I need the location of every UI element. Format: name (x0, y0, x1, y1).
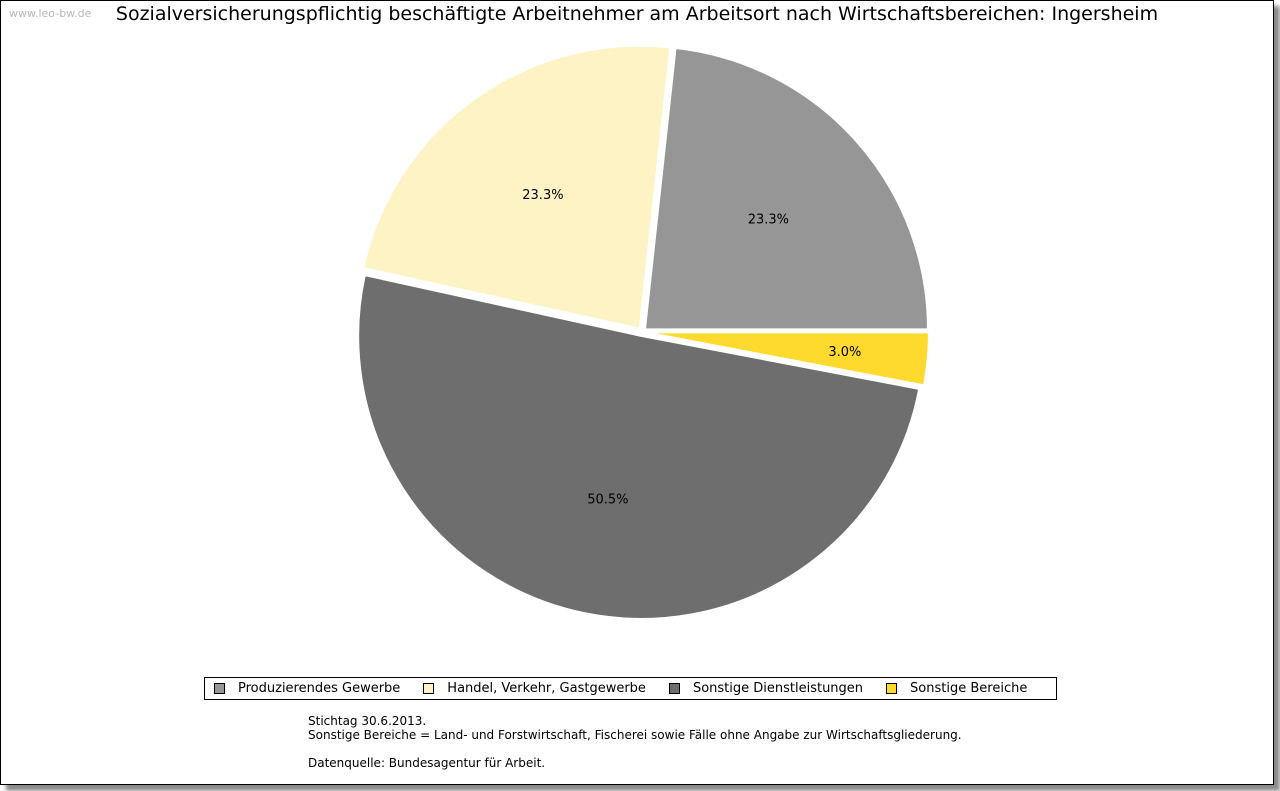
legend-item: Sonstige Dienstleistungen (668, 681, 864, 696)
legend-swatch (214, 683, 225, 694)
legend-item: Produzierendes Gewerbe (214, 681, 400, 696)
pie-slice (643, 46, 929, 331)
notes: Stichtag 30.6.2013. Sonstige Bereiche = … (308, 714, 962, 770)
pie-slice (362, 44, 672, 330)
legend-swatch (668, 683, 680, 694)
slice-label: 50.5% (587, 492, 628, 507)
slice-label: 23.3% (748, 213, 789, 228)
legend-label: Handel, Verkehr, Gastgewerbe (447, 681, 646, 696)
legend-item: Handel, Verkehr, Gastgewerbe (423, 681, 646, 696)
note-definition: Sonstige Bereiche = Land- und Forstwirts… (308, 728, 962, 742)
slice-label: 3.0% (828, 345, 861, 360)
pie-slice (645, 331, 930, 387)
legend-label: Sonstige Dienstleistungen (692, 681, 864, 696)
legend-swatch (886, 683, 898, 694)
legend-label: Produzierendes Gewerbe (238, 681, 401, 696)
chart-title: Sozialversicherungspflichtig beschäftigt… (115, 3, 1159, 25)
note-source: Datenquelle: Bundesagentur für Arbeit. (308, 756, 546, 770)
legend-swatch (423, 683, 435, 694)
legend: Produzierendes Gewerbe Handel, Verkehr, G… (204, 677, 1057, 700)
watermark: www.leo-bw.de (9, 7, 92, 20)
slice-label: 23.3% (522, 188, 563, 203)
pie-slice (357, 273, 921, 620)
legend-label: Sonstige Bereiche (910, 681, 1028, 696)
legend-item: Sonstige Bereiche (886, 681, 1027, 696)
note-date: Stichtag 30.6.2013. (308, 714, 427, 728)
